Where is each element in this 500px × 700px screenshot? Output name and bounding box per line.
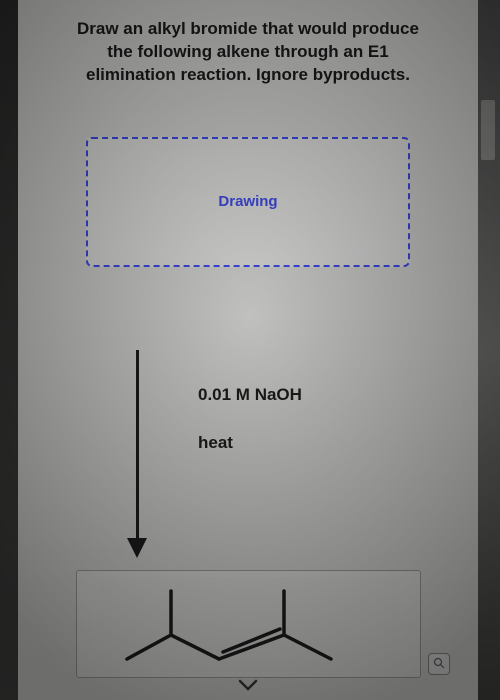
drawing-placeholder-label: Drawing <box>218 193 277 210</box>
reaction-arrow <box>118 350 158 560</box>
reagent-text: 0.01 M NaOH <box>198 385 302 405</box>
question-line-1: Draw an alkyl bromide that would produce <box>46 18 450 41</box>
question-line-3: elimination reaction. Ignore byproducts. <box>46 64 450 87</box>
reaction-conditions: 0.01 M NaOH heat <box>198 385 302 481</box>
arrow-head-icon <box>127 538 147 558</box>
question-line-2: the following alkene through an E1 <box>46 41 450 64</box>
alkene-structure-icon <box>99 577 399 672</box>
page-content: Draw an alkyl bromide that would produce… <box>18 0 478 700</box>
zoom-button[interactable] <box>428 653 450 675</box>
magnify-icon <box>433 657 445 672</box>
question-text: Draw an alkyl bromide that would produce… <box>46 18 450 87</box>
left-edge-strip <box>0 0 18 700</box>
drawing-input-area[interactable]: Drawing <box>86 137 410 267</box>
condition-text: heat <box>198 433 302 453</box>
chevron-down-icon[interactable] <box>237 675 259 698</box>
product-structure-box[interactable] <box>76 570 421 678</box>
right-edge-strip <box>478 0 500 700</box>
arrow-shaft <box>136 350 139 545</box>
